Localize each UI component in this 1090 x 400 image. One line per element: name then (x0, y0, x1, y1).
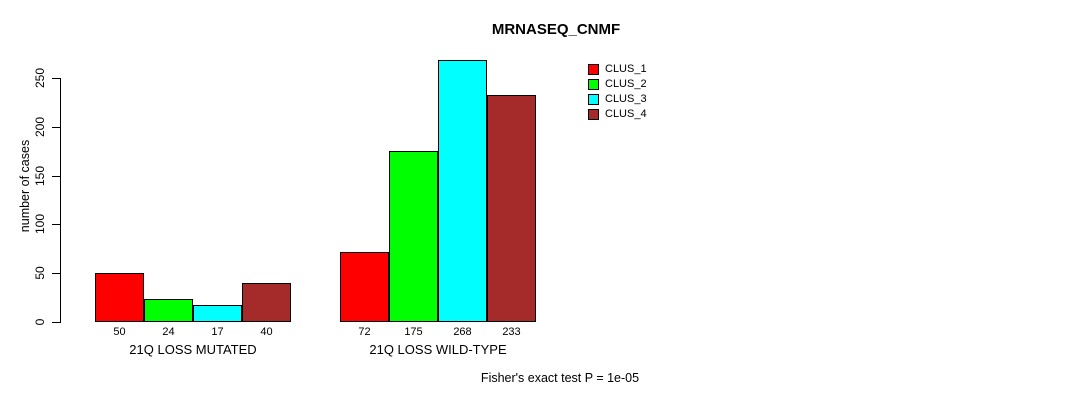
legend-label: CLUS_1 (605, 63, 647, 75)
y-tick-label: 250 (33, 67, 47, 89)
bar-value-label: 40 (260, 326, 273, 338)
y-tick-mark (52, 78, 60, 79)
bar-clus_3-wild-type (438, 60, 487, 322)
bar-value-label: 233 (502, 326, 521, 338)
y-axis-line (60, 78, 61, 323)
bar-clus_4-mutated (242, 282, 291, 322)
legend-swatch-clus_2 (588, 79, 599, 90)
bar-value-label: 175 (404, 326, 423, 338)
legend-swatch-clus_1 (588, 64, 599, 75)
y-tick-mark (52, 273, 60, 275)
bar-value-label: 72 (358, 326, 371, 338)
bar-clus_1-mutated (95, 273, 144, 322)
bar-value-label: 24 (162, 326, 175, 338)
fisher-test-annotation: Fisher's exact test P = 1e-05 (480, 371, 640, 385)
bar-clus_3-mutated (193, 305, 242, 322)
legend-item-clus_1: CLUS_1 (588, 62, 647, 77)
bar-clus_1-wild-type (340, 251, 389, 322)
bar-clus_2-mutated (144, 298, 193, 322)
legend-item-clus_3: CLUS_3 (588, 92, 647, 107)
chart-title: MRNASEQ_CNMF (491, 21, 621, 38)
legend-swatch-clus_4 (588, 109, 599, 120)
bar-value-label: 268 (453, 326, 472, 338)
legend-swatch-clus_3 (588, 94, 599, 105)
group-label-mutated: 21Q LOSS MUTATED (129, 342, 257, 357)
y-tick-label: 0 (33, 318, 47, 326)
bar-clus_2-wild-type (389, 151, 438, 322)
bar-clus_4-wild-type (487, 94, 536, 322)
y-tick-mark (52, 175, 60, 177)
legend-label: CLUS_3 (605, 93, 647, 105)
y-tick-mark (52, 224, 60, 226)
bar-value-label: 50 (113, 326, 126, 338)
group-label-wild-type: 21Q LOSS WILD-TYPE (369, 342, 507, 357)
y-tick-mark (52, 126, 60, 128)
legend-label: CLUS_2 (605, 78, 647, 90)
legend: CLUS_1 CLUS_2 CLUS_3 CLUS_4 (588, 62, 647, 122)
y-axis-title: number of cases (18, 139, 32, 233)
legend-item-clus_2: CLUS_2 (588, 77, 647, 92)
y-tick-label: 50 (33, 266, 47, 280)
y-tick-label: 100 (33, 214, 47, 235)
bar-value-label: 17 (211, 326, 224, 338)
y-tick-label: 200 (33, 116, 47, 137)
legend-label: CLUS_4 (605, 108, 647, 120)
legend-item-clus_4: CLUS_4 (588, 107, 647, 122)
y-tick-mark (52, 322, 60, 323)
y-tick-label: 150 (33, 165, 47, 186)
